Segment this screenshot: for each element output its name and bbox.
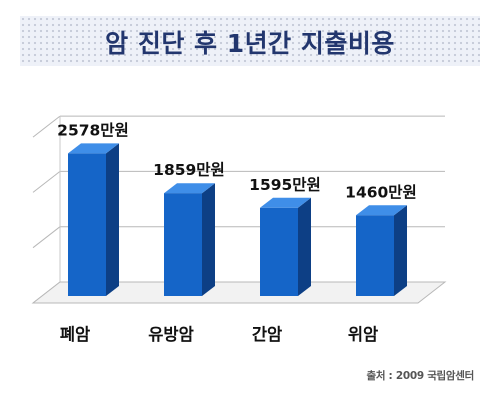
bar-side [298, 197, 311, 296]
gridline-side [32, 171, 61, 193]
bar-top [260, 197, 311, 208]
bar [68, 153, 106, 296]
bar-side [202, 183, 215, 296]
bar [260, 207, 298, 296]
category-label: 위암 [348, 325, 378, 344]
title-banner: 암 진단 후 1년간 지출비용 [20, 16, 480, 66]
bar-value-label: 2578만원 [57, 121, 129, 139]
bar-side [106, 143, 119, 296]
bar-value-label: 1859만원 [153, 161, 225, 179]
bar-top [164, 183, 215, 194]
bar-value-label: 1460만원 [345, 183, 417, 201]
bar [356, 215, 394, 296]
chart-title: 암 진단 후 1년간 지출비용 [105, 29, 395, 58]
category-label: 간암 [252, 325, 282, 344]
bar-top [68, 143, 119, 154]
source-note: 출처 : 2009 국립암센터 [366, 370, 474, 382]
gridline-side [32, 226, 61, 249]
bar-top [356, 205, 407, 216]
category-label: 폐암 [60, 325, 90, 344]
bar-side [394, 205, 407, 296]
category-label: 유방암 [148, 325, 194, 344]
chart-floor [31, 281, 447, 304]
bar-value-label: 1595만원 [249, 176, 321, 194]
gridline-side [32, 115, 61, 138]
bar [164, 193, 202, 296]
